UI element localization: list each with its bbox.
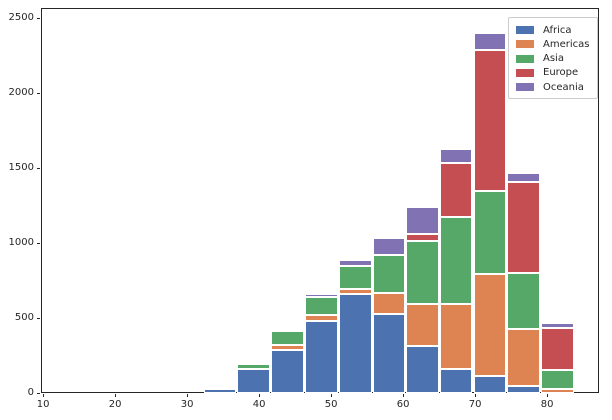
bar-segment-oceania-bin7 <box>439 149 473 163</box>
legend-label-americas: Americas <box>543 38 590 50</box>
bar-segment-asia-bin9 <box>507 273 541 329</box>
x-tick-label-10: 10 <box>36 399 50 410</box>
legend-label-oceania: Oceania <box>543 81 584 93</box>
bar-segment-africa-bin6 <box>405 345 439 393</box>
legend-item-americas: Americas <box>516 37 590 51</box>
bar-segment-asia-bin4 <box>338 266 372 289</box>
bar-segment-africa-bin5 <box>372 313 405 393</box>
bar-segment-asia-bin2 <box>271 330 304 345</box>
bar-segment-europe-bin7 <box>439 162 473 218</box>
legend-label-asia: Asia <box>543 53 564 64</box>
bar-segment-asia-bin0 <box>203 387 237 390</box>
x-tick-label-80: 80 <box>540 399 554 410</box>
x-tick-label-60: 60 <box>396 399 410 410</box>
legend-item-africa: Africa <box>516 23 590 37</box>
y-tick-label-1500: 1500 <box>8 162 34 174</box>
bar-segment-asia-bin10 <box>541 369 574 389</box>
y-tick-label-1000: 1000 <box>8 237 34 249</box>
bar-segment-americas-bin10 <box>541 388 574 393</box>
x-tick-label-70: 70 <box>468 399 482 410</box>
x-tick-mark <box>186 393 188 397</box>
x-tick-mark <box>546 393 548 397</box>
bar-segment-oceania-bin10 <box>541 323 574 329</box>
bar-segment-oceania-bin6 <box>405 207 439 235</box>
bar-segment-oceania-bin4 <box>338 259 372 267</box>
bar-segment-europe-bin8 <box>473 50 507 191</box>
x-tick-mark <box>114 393 116 397</box>
legend: Africa Americas Asia Europe Oceania <box>508 17 598 99</box>
legend-swatch-asia <box>516 54 534 63</box>
bar-segment-asia-bin3 <box>305 297 338 315</box>
x-tick-label-40: 40 <box>252 399 266 410</box>
y-tick-mark <box>36 92 40 94</box>
bar-segment-africa-bin8 <box>473 376 507 393</box>
y-tick-mark <box>36 167 40 169</box>
bar-segment-americas-bin9 <box>507 328 541 387</box>
bar-segment-asia-bin7 <box>439 217 473 305</box>
bar-segment-africa-bin0 <box>203 389 237 393</box>
x-tick-label-20: 20 <box>108 399 122 410</box>
legend-swatch-americas <box>516 40 534 49</box>
x-tick-mark <box>402 393 404 397</box>
x-tick-mark <box>474 393 476 397</box>
bar-segment-africa-bin1 <box>237 369 271 393</box>
x-tick-mark <box>330 393 332 397</box>
bar-segment-americas-bin7 <box>439 304 473 369</box>
bar-segment-oceania-bin9 <box>507 173 541 183</box>
bar-segment-oceania-bin3 <box>305 294 338 298</box>
legend-label-africa: Africa <box>543 24 572 36</box>
bar-segment-americas-bin4 <box>338 288 372 295</box>
legend-swatch-europe <box>516 68 534 77</box>
y-tick-label-2000: 2000 <box>8 87 34 99</box>
bar-segment-americas-bin6 <box>405 304 439 346</box>
y-tick-mark <box>36 317 40 319</box>
bar-segment-americas-bin3 <box>305 315 338 321</box>
y-tick-mark <box>36 242 40 244</box>
legend-label-europe: Europe <box>543 67 579 79</box>
bar-segment-europe-bin9 <box>507 182 541 274</box>
legend-swatch-oceania <box>516 83 534 91</box>
x-tick-label-50: 50 <box>324 399 338 410</box>
bar-segment-europe-bin10 <box>541 328 574 370</box>
bar-segment-americas-bin5 <box>372 292 405 314</box>
legend-item-oceania: Oceania <box>516 80 590 94</box>
bar-segment-asia-bin8 <box>473 190 507 275</box>
bar-segment-africa-bin2 <box>271 349 304 393</box>
bar-segment-africa-bin4 <box>338 294 372 393</box>
bar-segment-asia-bin6 <box>405 241 439 305</box>
bar-segment-americas-bin2 <box>271 345 304 350</box>
legend-swatch-africa <box>516 26 534 34</box>
y-tick-mark <box>36 17 40 19</box>
y-tick-label-2500: 2500 <box>8 12 34 24</box>
bar-segment-africa-bin7 <box>439 369 473 393</box>
bar-segment-oceania-bin8 <box>473 33 507 51</box>
bar-segment-europe-bin6 <box>405 234 439 242</box>
y-tick-label-500: 500 <box>14 312 34 323</box>
legend-item-asia: Asia <box>516 52 590 66</box>
bar-segment-asia-bin1 <box>237 363 271 370</box>
legend-item-europe: Europe <box>516 66 590 80</box>
y-tick-label-0: 0 <box>27 387 34 398</box>
x-tick-mark <box>258 393 260 397</box>
bar-segment-asia-bin5 <box>372 255 405 293</box>
bar-segment-americas-bin8 <box>473 274 507 377</box>
bar-segment-africa-bin3 <box>305 320 338 393</box>
bar-segment-africa-bin9 <box>507 386 541 393</box>
y-tick-mark <box>36 392 40 394</box>
x-tick-mark <box>42 393 44 397</box>
x-tick-label-30: 30 <box>180 399 194 410</box>
bar-segment-oceania-bin5 <box>372 238 405 255</box>
